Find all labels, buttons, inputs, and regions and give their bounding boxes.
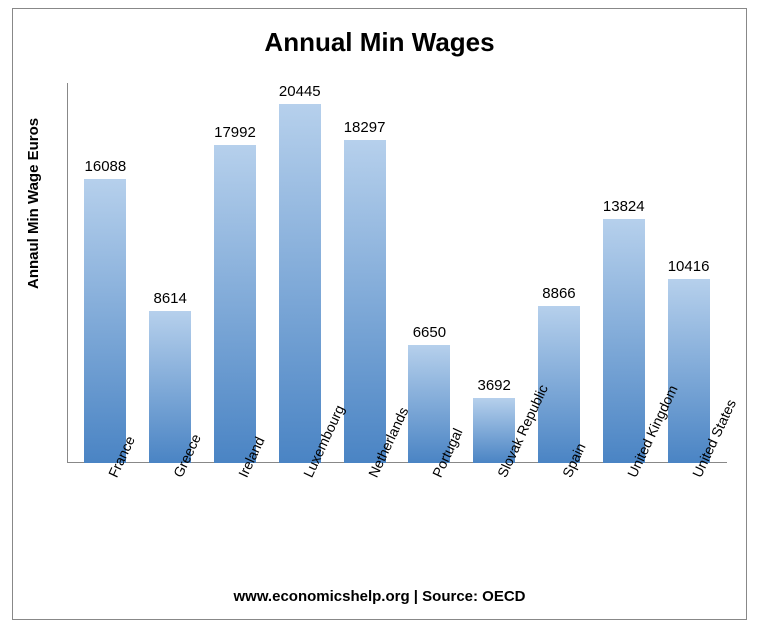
x-label-slot: United Kingdom	[591, 465, 656, 595]
bar	[603, 219, 645, 463]
bar-slot: 8614	[138, 83, 203, 463]
x-label-slot: France	[73, 465, 138, 595]
bar-slot: 13824	[591, 83, 656, 463]
bar-slot: 17992	[203, 83, 268, 463]
bar-value-label: 3692	[477, 377, 510, 394]
bar	[668, 279, 710, 463]
bar	[214, 145, 256, 463]
bar-value-label: 8614	[154, 290, 187, 307]
chart-title: Annual Min Wages	[13, 27, 746, 58]
bar-value-label: 20445	[279, 83, 321, 100]
x-label-slot: United States	[656, 465, 721, 595]
bar-slot: 20445	[267, 83, 332, 463]
x-label-slot: Slovak Republic	[462, 465, 527, 595]
chart-frame: Annual Min Wages Annaul Min Wage Euros 1…	[12, 8, 747, 620]
bar-value-label: 17992	[214, 124, 256, 141]
x-label-slot: Ireland	[203, 465, 268, 595]
bar-value-label: 8866	[542, 285, 575, 302]
bar-slot: 16088	[73, 83, 138, 463]
bar	[344, 140, 386, 463]
bar-slot: 3692	[462, 83, 527, 463]
x-label-slot: Spain	[527, 465, 592, 595]
bar	[84, 179, 126, 463]
x-label-slot: Netherlands	[332, 465, 397, 595]
y-axis-label: Annaul Min Wage Euros	[25, 118, 42, 289]
x-labels-container: FranceGreeceIrelandLuxembourgNetherlands…	[67, 465, 727, 595]
x-label-slot: Luxembourg	[267, 465, 332, 595]
bar-value-label: 10416	[668, 258, 710, 275]
x-label-slot: Portugal	[397, 465, 462, 595]
bar-value-label: 18297	[344, 119, 386, 136]
bar-slot: 6650	[397, 83, 462, 463]
x-label-slot: Greece	[138, 465, 203, 595]
bar-value-label: 16088	[85, 158, 127, 175]
bar	[279, 104, 321, 463]
bar-value-label: 6650	[413, 324, 446, 341]
bar-value-label: 13824	[603, 198, 645, 215]
chart-footer: www.economicshelp.org | Source: OECD	[13, 588, 746, 605]
